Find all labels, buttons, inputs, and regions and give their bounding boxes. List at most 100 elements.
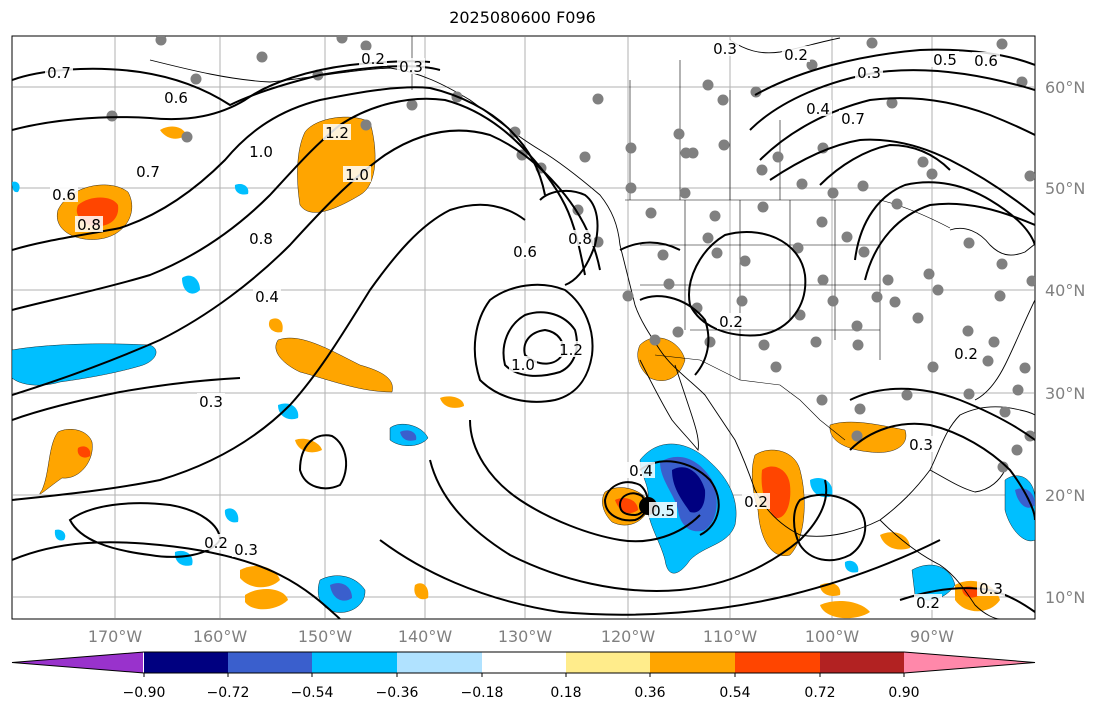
station-dot: [579, 151, 591, 163]
station-dot: [680, 147, 692, 159]
lon-tick-label: 140°W: [398, 627, 453, 646]
station-dot: [336, 36, 348, 44]
shade-navy-1: [672, 467, 706, 513]
shade-orange-2: [297, 116, 376, 213]
contour-label: 0.6: [974, 52, 998, 70]
colorbar-extend-right: [904, 652, 1035, 673]
contour-label: 0.2: [784, 46, 808, 64]
longitude-tick-labels: 170°W 160°W 150°W 140°W 130°W 120°W 110°W 100°W…: [88, 627, 954, 646]
shade-medblue-3: [400, 430, 417, 441]
contour-label: 1.0: [511, 356, 535, 374]
station-dot: [717, 94, 729, 106]
contour-label-bg: [907, 436, 935, 452]
contour-label: 0.3: [234, 541, 258, 559]
contour-label-bg: [782, 46, 810, 62]
station-dot: [155, 36, 167, 46]
lat-tick-label: 40°N: [1045, 281, 1085, 300]
contour-label-bg: [202, 534, 230, 550]
contour-27: [819, 143, 951, 186]
station-dot: [994, 290, 1006, 302]
station-dot: [649, 334, 661, 346]
colorbar-bin: [820, 652, 904, 673]
contour-label: 1.2: [559, 341, 583, 359]
colorbar-tick-label: 0.36: [634, 685, 665, 701]
shade-red-2: [77, 446, 91, 458]
contour-label: 0.3: [909, 436, 933, 454]
station-dot: [758, 339, 770, 351]
station-dot: [702, 79, 714, 91]
contour-label-bg: [742, 493, 770, 509]
station-dot: [625, 142, 637, 154]
lon-tick-label: 130°W: [498, 627, 553, 646]
station-dot: [679, 187, 691, 199]
station-dot: [756, 164, 768, 176]
lat-tick-label: 50°N: [1045, 179, 1085, 198]
lon-tick-label: 90°W: [910, 627, 954, 646]
contour-label: 0.3: [857, 64, 881, 82]
contour-3: [12, 86, 546, 251]
contour-label: 0.8: [77, 216, 101, 234]
contour-6: [12, 203, 526, 501]
coast-gulf: [929, 406, 1035, 471]
contour-label-bg: [649, 502, 677, 518]
shade-orange-14: [245, 588, 288, 610]
station-dot: [711, 247, 723, 259]
station-dot: [901, 389, 913, 401]
contour-13: [379, 539, 941, 616]
station-dot: [592, 93, 604, 105]
contour-label: 0.8: [568, 230, 592, 248]
station-dot: [1019, 362, 1031, 374]
contour-11: [469, 419, 701, 543]
station-dot: [963, 237, 975, 249]
station-dot: [572, 204, 584, 216]
colorbar-tick-label: 0.54: [719, 685, 750, 701]
contour-label-bg: [914, 594, 942, 610]
contour-label: 0.3: [713, 40, 737, 58]
contour-label-bg: [50, 186, 78, 202]
contour-28: [849, 387, 1035, 441]
contour-20: [688, 230, 807, 337]
station-dot: [360, 40, 372, 52]
contour-label-bg: [45, 64, 73, 80]
contour-label: 0.7: [841, 110, 865, 128]
lon-tick-label: 160°W: [193, 627, 248, 646]
colorbar-tick-label: 0.18: [550, 685, 581, 701]
station-dot: [739, 255, 751, 267]
shade-orange-15: [414, 583, 429, 600]
station-dot: [106, 110, 118, 122]
contour-label: 1.0: [345, 166, 369, 184]
contour-label-bg: [247, 143, 275, 159]
shade-orange-4: [275, 337, 393, 393]
station-dot: [932, 284, 944, 296]
shade-orange-8: [295, 438, 322, 453]
station-dot: [816, 394, 828, 406]
contour-label: 0.3: [199, 393, 223, 411]
contour-25: [854, 181, 1035, 261]
chart-title: 2025080600 F096: [449, 8, 596, 27]
station-dot: [672, 326, 684, 338]
contour-label: 0.6: [52, 186, 76, 204]
colorbar-bin: [228, 652, 312, 673]
contour-label-bg: [323, 124, 351, 140]
contour-label: 0.6: [513, 243, 537, 261]
shade-orange-16: [820, 600, 870, 619]
contour-label: 0.5: [651, 502, 675, 520]
contour-7: [473, 283, 594, 403]
coast-greatlakes: [949, 227, 1035, 256]
station-dot: [912, 312, 924, 324]
coast-alaska: [149, 59, 931, 537]
contour-label: 0.2: [954, 345, 978, 363]
station-dot: [926, 168, 938, 180]
station-dot: [851, 320, 863, 332]
colorbar-tick-label: −0.72: [207, 685, 250, 701]
station-dot: [854, 403, 866, 415]
border-us-mexico: [654, 354, 846, 441]
contour-label: 1.0: [249, 143, 273, 161]
colorbar-bin: [312, 652, 397, 673]
shade-orange-9: [637, 337, 686, 381]
station-dot: [406, 99, 418, 111]
shade-blue-10: [224, 508, 239, 523]
contour-label-bg: [134, 163, 162, 179]
contour-label-bg: [952, 345, 980, 361]
